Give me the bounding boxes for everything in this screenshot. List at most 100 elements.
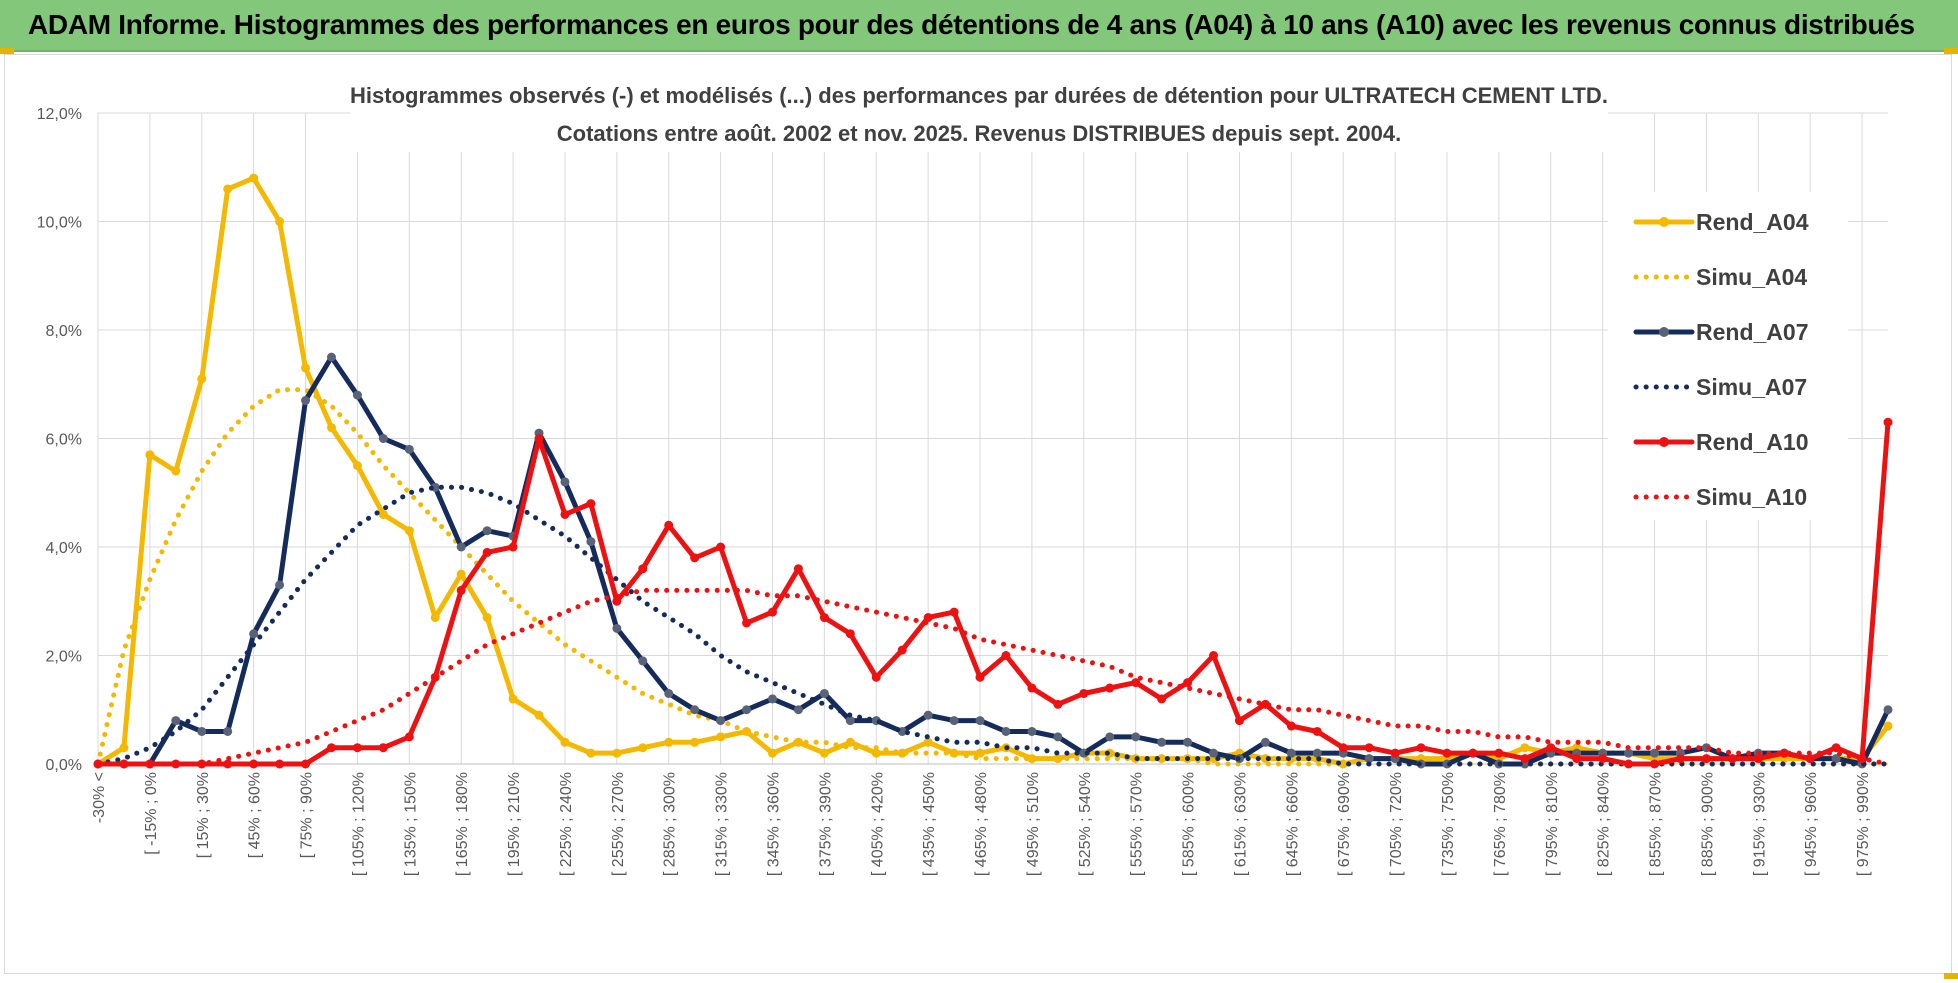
point-Rend_A10 bbox=[586, 499, 596, 509]
point-Rend_A10 bbox=[223, 759, 233, 769]
point-Rend_A10 bbox=[819, 613, 829, 623]
point-Rend_A07 bbox=[1286, 748, 1296, 758]
point-Rend_A04 bbox=[975, 748, 985, 758]
legend-box bbox=[1608, 192, 1848, 520]
point-Rend_A10 bbox=[1701, 754, 1711, 764]
x-tick-label: [ 855% ; 870% bbox=[1648, 772, 1665, 876]
x-tick-label: [ 135% ; 150% bbox=[402, 772, 419, 876]
point-Rend_A10 bbox=[742, 618, 752, 628]
point-Rend_A07 bbox=[1364, 754, 1374, 764]
legend-item-Rend_A10: Rend_A10 bbox=[1633, 429, 1808, 455]
point-Rend_A04 bbox=[871, 748, 881, 758]
point-Rend_A10 bbox=[1053, 699, 1063, 709]
line-Rend_A07 bbox=[95, 354, 1891, 767]
point-Rend_A07 bbox=[690, 705, 700, 715]
x-tick-label: [ 165% ; 180% bbox=[454, 772, 471, 876]
point-Rend_A07 bbox=[197, 726, 207, 736]
x-tick-label: [ 945% ; 960% bbox=[1803, 772, 1820, 876]
point-Rend_A10 bbox=[1027, 683, 1037, 693]
legend-item-Rend_A04: Rend_A04 bbox=[1633, 209, 1809, 235]
point-Rend_A04 bbox=[716, 732, 726, 742]
point-Rend_A04 bbox=[1520, 743, 1530, 753]
corner-mark-bottom-right bbox=[1944, 973, 1958, 979]
point-Rend_A04 bbox=[404, 526, 414, 536]
point-Rend_A10 bbox=[1650, 759, 1660, 769]
point-Rend_A10 bbox=[716, 542, 726, 552]
point-Rend_A07 bbox=[1053, 732, 1063, 742]
point-Rend_A07 bbox=[845, 716, 855, 726]
y-tick-label: 6,0% bbox=[46, 432, 82, 449]
point-Rend_A10 bbox=[1364, 743, 1374, 753]
point-Rend_A07 bbox=[793, 705, 803, 715]
point-Rend_A10 bbox=[1520, 754, 1530, 764]
x-tick-label: [ 795% ; 810% bbox=[1544, 772, 1561, 876]
x-tick-label: [ 195% ; 210% bbox=[506, 772, 523, 876]
x-tick-label: [ 435% ; 450% bbox=[921, 772, 938, 876]
point-Rend_A10 bbox=[119, 759, 129, 769]
banner-title: ADAM Informe. Histogrammes des performan… bbox=[28, 9, 1915, 40]
x-tick-label: [ 405% ; 420% bbox=[869, 772, 886, 876]
y-tick-label: 10,0% bbox=[37, 215, 82, 232]
line-Simu_A10 bbox=[95, 587, 1891, 767]
x-tick-label: [ 705% ; 720% bbox=[1388, 772, 1405, 876]
point-Rend_A10 bbox=[767, 607, 777, 617]
x-tick-label: [ 105% ; 120% bbox=[350, 772, 367, 876]
point-Rend_A04 bbox=[1157, 754, 1167, 764]
x-tick-label: [ 75% ; 90% bbox=[299, 772, 316, 858]
banner: ADAM Informe. Histogrammes des performan… bbox=[0, 0, 1958, 52]
legend-marker bbox=[1659, 327, 1669, 337]
point-Rend_A04 bbox=[508, 694, 518, 704]
point-Rend_A10 bbox=[638, 564, 648, 574]
point-Rend_A07 bbox=[664, 688, 674, 698]
legend-marker bbox=[1659, 437, 1669, 447]
x-tick-label: [ 465% ; 480% bbox=[973, 772, 990, 876]
point-Rend_A10 bbox=[949, 607, 959, 617]
point-Rend_A04 bbox=[223, 184, 233, 194]
x-tick-label: [ -15% ; 0% bbox=[143, 772, 160, 855]
point-Rend_A07 bbox=[612, 623, 622, 633]
point-Rend_A04 bbox=[145, 450, 155, 460]
point-Rend_A07 bbox=[1883, 705, 1893, 715]
point-Rend_A07 bbox=[171, 716, 181, 726]
point-Rend_A10 bbox=[1338, 743, 1348, 753]
x-tick-label: [ 765% ; 780% bbox=[1492, 772, 1509, 876]
point-Rend_A04 bbox=[638, 743, 648, 753]
point-Rend_A04 bbox=[249, 173, 259, 183]
line-Simu_A07 bbox=[95, 484, 1891, 767]
y-tick-label: 12,0% bbox=[37, 106, 82, 123]
point-Rend_A04 bbox=[586, 748, 596, 758]
point-Rend_A10 bbox=[923, 613, 933, 623]
legend-label: Rend_A04 bbox=[1696, 209, 1809, 235]
point-Rend_A10 bbox=[1234, 716, 1244, 726]
point-Rend_A07 bbox=[1157, 737, 1167, 747]
point-Rend_A10 bbox=[249, 759, 259, 769]
series-Simu_A07 bbox=[95, 484, 1891, 767]
point-Rend_A10 bbox=[1105, 683, 1115, 693]
legend-label: Simu_A04 bbox=[1696, 264, 1807, 290]
corner-mark-right bbox=[1944, 48, 1958, 54]
chart-title-line-1: Histogrammes observés (-) et modélisés (… bbox=[350, 83, 1608, 108]
point-Rend_A07 bbox=[378, 434, 388, 443]
point-Rend_A04 bbox=[326, 423, 336, 433]
point-Rend_A07 bbox=[326, 352, 336, 362]
line-Rend_A04 bbox=[95, 175, 1891, 767]
legend-label: Simu_A10 bbox=[1696, 484, 1807, 510]
x-tick-label: [ 375% ; 390% bbox=[817, 772, 834, 876]
point-Rend_A04 bbox=[301, 363, 311, 373]
legend-item-Rend_A07: Rend_A07 bbox=[1633, 319, 1808, 345]
point-Rend_A10 bbox=[1546, 743, 1556, 753]
point-Rend_A10 bbox=[1805, 754, 1815, 764]
x-tick-label: -30% < bbox=[91, 772, 108, 823]
x-tick-label: [ 585% ; 600% bbox=[1181, 772, 1198, 876]
point-Rend_A04 bbox=[119, 743, 129, 753]
x-tick-label: [ 525% ; 540% bbox=[1077, 772, 1094, 876]
point-Rend_A10 bbox=[1183, 678, 1193, 688]
x-tick-label: [ 675% ; 690% bbox=[1336, 772, 1353, 876]
point-Rend_A10 bbox=[897, 645, 907, 655]
x-tick-label: [ 255% ; 270% bbox=[610, 772, 627, 876]
x-tick-label: [ 825% ; 840% bbox=[1596, 772, 1613, 876]
point-Rend_A07 bbox=[1105, 732, 1115, 742]
point-Rend_A07 bbox=[1027, 726, 1037, 736]
point-Rend_A10 bbox=[1209, 651, 1219, 660]
